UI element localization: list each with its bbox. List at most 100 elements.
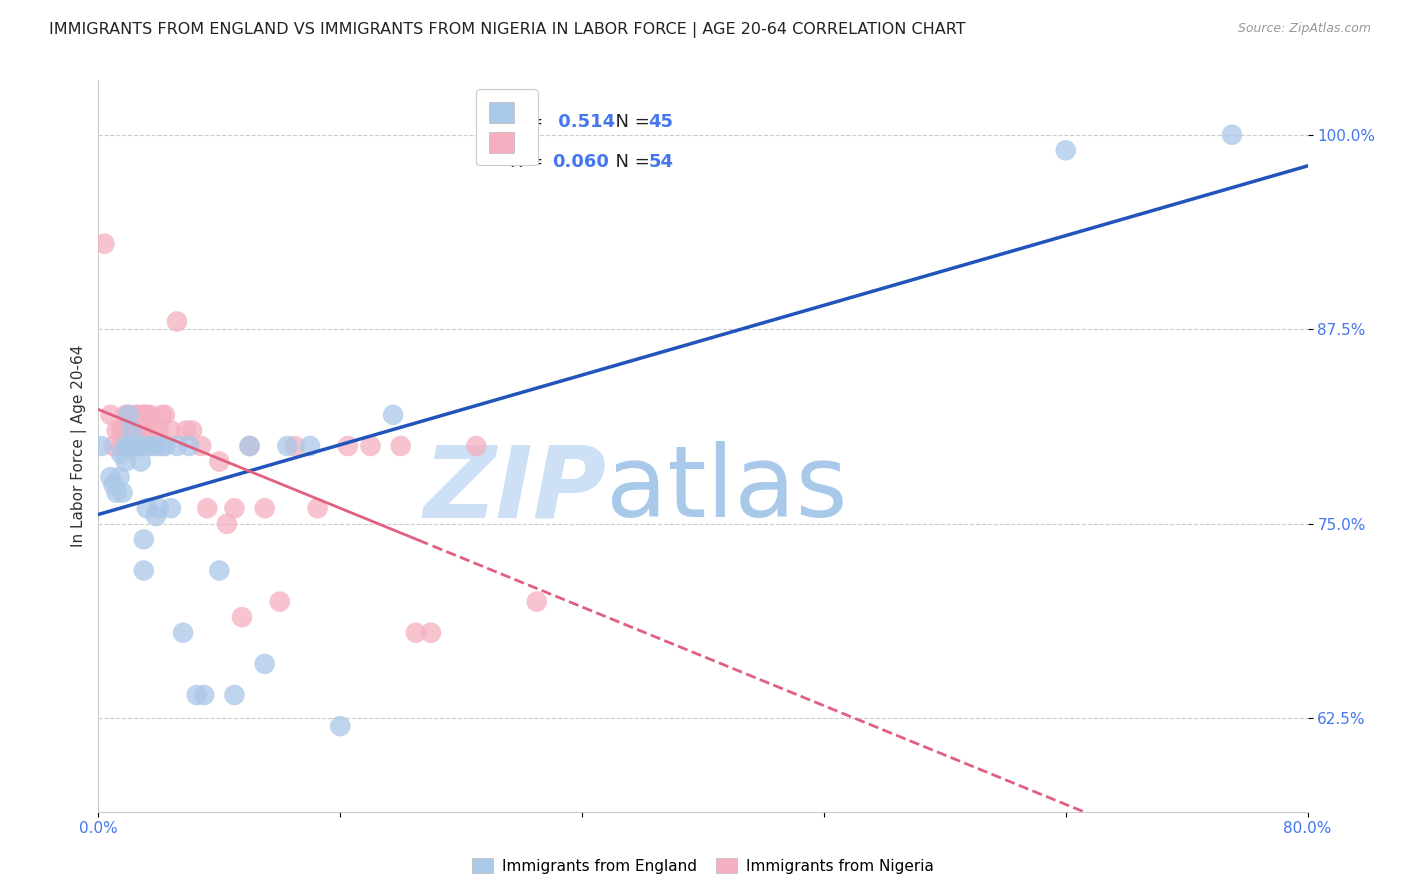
Point [118, 408, 141, 422]
Point [132, 564, 155, 578]
Point [135, 408, 157, 422]
Text: atlas: atlas [606, 442, 848, 539]
Point [336, 439, 359, 453]
Text: R =: R = [509, 113, 548, 131]
Point [181, 424, 204, 438]
Text: Source: ZipAtlas.com: Source: ZipAtlas.com [1237, 22, 1371, 36]
Point [118, 424, 141, 438]
Point [105, 424, 128, 438]
Point [150, 439, 173, 453]
Point [129, 454, 152, 468]
Point [405, 625, 427, 640]
Point [103, 439, 125, 453]
Point [215, 516, 238, 531]
Point [132, 408, 155, 422]
Point [1220, 128, 1243, 142]
Point [142, 439, 165, 453]
Point [231, 610, 253, 624]
Point [121, 439, 143, 453]
Point [174, 424, 197, 438]
Point [224, 688, 246, 702]
Point [118, 439, 141, 453]
Point [125, 439, 148, 453]
Point [307, 501, 329, 516]
Point [224, 501, 246, 516]
Point [360, 439, 382, 453]
Point [145, 509, 167, 524]
Point [172, 625, 194, 640]
Point [329, 719, 352, 733]
Point [179, 439, 201, 453]
Point [114, 408, 136, 422]
Point [127, 439, 149, 453]
Point [128, 439, 150, 453]
Point [284, 439, 307, 453]
Text: 0.514: 0.514 [551, 113, 614, 131]
Point [110, 424, 132, 438]
Point [122, 439, 145, 453]
Point [382, 408, 405, 422]
Point [150, 408, 173, 422]
Point [118, 439, 141, 453]
Point [124, 416, 146, 430]
Point [166, 439, 188, 453]
Point [118, 408, 141, 422]
Point [125, 424, 148, 438]
Point [526, 594, 548, 608]
Point [129, 424, 152, 438]
Point [153, 439, 176, 453]
Point [127, 424, 149, 438]
Point [132, 424, 155, 438]
Point [100, 470, 122, 484]
Point [239, 439, 262, 453]
Point [208, 454, 231, 468]
Point [132, 408, 155, 422]
Point [129, 439, 152, 453]
Point [160, 501, 183, 516]
Point [103, 478, 125, 492]
Point [193, 688, 215, 702]
Point [90, 439, 112, 453]
Point [121, 424, 143, 438]
Text: 45: 45 [648, 113, 673, 131]
Point [420, 625, 443, 640]
Point [124, 439, 146, 453]
Point [105, 485, 128, 500]
Point [93, 236, 115, 251]
Point [1054, 144, 1077, 158]
Point [148, 501, 170, 516]
Point [114, 424, 136, 438]
Point [239, 439, 262, 453]
Point [139, 408, 162, 422]
Text: R =: R = [509, 153, 548, 171]
Text: ZIP: ZIP [423, 442, 606, 539]
Point [276, 439, 298, 453]
Point [114, 454, 136, 468]
Text: N =: N = [603, 153, 655, 171]
Point [253, 501, 276, 516]
Point [110, 439, 132, 453]
Text: IMMIGRANTS FROM ENGLAND VS IMMIGRANTS FROM NIGERIA IN LABOR FORCE | AGE 20-64 CO: IMMIGRANTS FROM ENGLAND VS IMMIGRANTS FR… [49, 22, 966, 38]
Point [127, 408, 149, 422]
Point [108, 470, 131, 484]
Point [100, 408, 122, 422]
Point [111, 485, 134, 500]
Point [166, 314, 188, 328]
Point [135, 501, 157, 516]
Point [195, 501, 218, 516]
Point [114, 439, 136, 453]
Point [145, 439, 167, 453]
Point [132, 533, 155, 547]
Legend: , : , [477, 89, 537, 165]
Point [122, 424, 145, 438]
Point [121, 439, 143, 453]
Point [208, 564, 231, 578]
Point [111, 424, 134, 438]
Point [253, 657, 276, 671]
Point [299, 439, 322, 453]
Point [125, 408, 148, 422]
Y-axis label: In Labor Force | Age 20-64: In Labor Force | Age 20-64 [72, 345, 87, 547]
Point [190, 439, 212, 453]
Point [139, 439, 162, 453]
Point [160, 424, 183, 438]
